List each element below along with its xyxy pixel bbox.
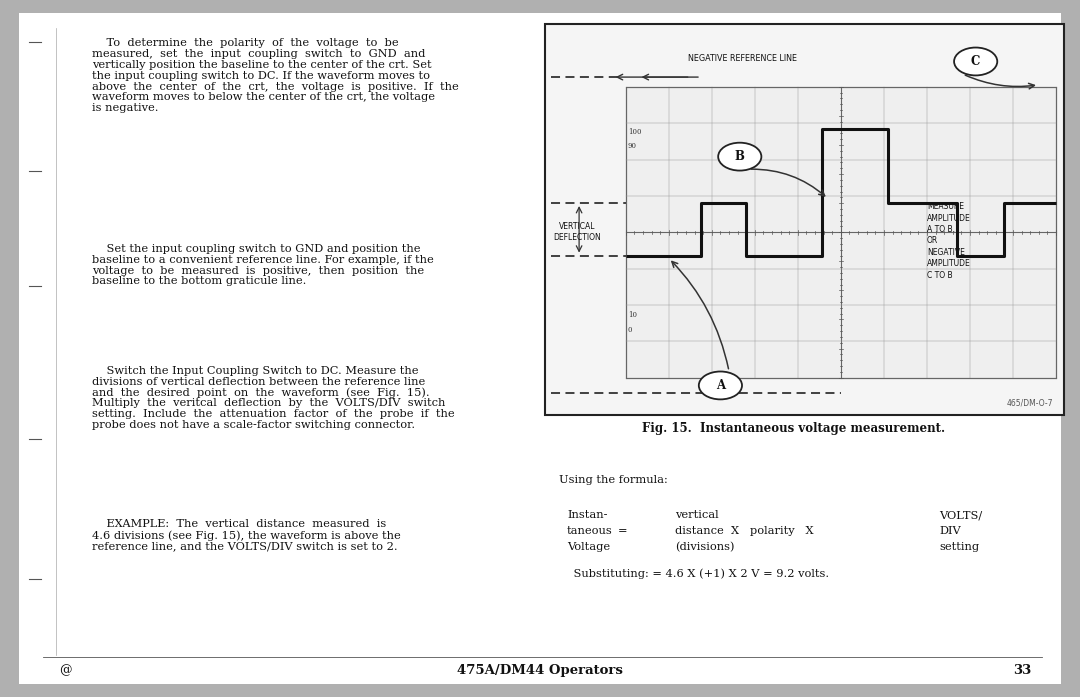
- Text: 0: 0: [627, 325, 633, 334]
- Text: baseline to the bottom graticule line.: baseline to the bottom graticule line.: [92, 276, 306, 286]
- Text: VERTICAL
DEFLECTION: VERTICAL DEFLECTION: [554, 222, 602, 243]
- Text: (divisions): (divisions): [675, 542, 734, 553]
- Text: 90: 90: [627, 142, 637, 151]
- Text: 465/DM-O-7: 465/DM-O-7: [1007, 399, 1053, 408]
- Bar: [545, 24, 1064, 415]
- Text: vertically position the baseline to the center of the crt. Set: vertically position the baseline to the …: [92, 60, 431, 70]
- Text: setting.  Include  the  attenuation  factor  of  the  probe  if  the: setting. Include the attenuation factor …: [92, 409, 455, 419]
- Text: baseline to a convenient reference line. For example, if the: baseline to a convenient reference line.…: [92, 254, 433, 265]
- Text: above  the  center  of  the  crt,  the  voltage  is  positive.  If  the: above the center of the crt, the voltage…: [92, 82, 459, 91]
- Text: 100: 100: [627, 128, 642, 136]
- Text: vertical: vertical: [675, 510, 718, 520]
- Text: Set the input coupling switch to GND and position the: Set the input coupling switch to GND and…: [92, 244, 420, 254]
- Text: A: A: [716, 379, 725, 392]
- Text: C: C: [971, 55, 981, 68]
- Text: To  determine  the  polarity  of  the  voltage  to  be: To determine the polarity of the voltage…: [92, 38, 399, 48]
- Text: Substituting: = 4.6 X (+1) X 2 V = 9.2 volts.: Substituting: = 4.6 X (+1) X 2 V = 9.2 v…: [559, 568, 829, 579]
- Text: and  the  desired  point  on  the  waveform  (see  Fig.  15).: and the desired point on the waveform (s…: [92, 388, 430, 398]
- Text: @: @: [59, 664, 72, 677]
- Bar: [625, 87, 1056, 378]
- Text: waveform moves to below the center of the crt, the voltage: waveform moves to below the center of th…: [92, 93, 435, 102]
- Text: measured,  set  the  input  coupling  switch  to  GND  and: measured, set the input coupling switch …: [92, 49, 426, 59]
- Text: distance  X   polarity   X: distance X polarity X: [675, 526, 813, 536]
- Text: reference line, and the VOLTS/DIV switch is set to 2.: reference line, and the VOLTS/DIV switch…: [92, 541, 397, 551]
- Text: Multiply  the  veritcal  deflection  by  the  VOLTS/DIV  switch: Multiply the veritcal deflection by the …: [92, 399, 445, 408]
- Text: the input coupling switch to DC. If the waveform moves to: the input coupling switch to DC. If the …: [92, 70, 430, 81]
- Text: Switch the Input Coupling Switch to DC. Measure the: Switch the Input Coupling Switch to DC. …: [92, 366, 418, 376]
- Text: 10: 10: [627, 311, 637, 319]
- Text: VOLTS/: VOLTS/: [940, 510, 983, 520]
- Text: DIV: DIV: [940, 526, 961, 536]
- Text: NEGATIVE REFERENCE LINE: NEGATIVE REFERENCE LINE: [688, 54, 797, 63]
- Circle shape: [718, 143, 761, 171]
- Text: setting: setting: [940, 542, 980, 552]
- Text: B: B: [734, 150, 745, 163]
- Text: taneous: taneous: [567, 526, 612, 536]
- Text: Instan-: Instan-: [567, 510, 607, 520]
- Text: Using the formula:: Using the formula:: [559, 475, 669, 485]
- Text: 475A/DM44 Operators: 475A/DM44 Operators: [457, 664, 623, 677]
- Text: EXAMPLE:  The  vertical  distance  measured  is: EXAMPLE: The vertical distance measured …: [92, 519, 386, 529]
- Text: Fig. 15.  Instantaneous voltage measurement.: Fig. 15. Instantaneous voltage measureme…: [643, 422, 945, 435]
- Text: divisions of vertical deflection between the reference line: divisions of vertical deflection between…: [92, 376, 426, 387]
- Text: voltage  to  be  measured  is  positive,  then  position  the: voltage to be measured is positive, then…: [92, 266, 424, 275]
- Circle shape: [954, 47, 997, 75]
- Text: probe does not have a scale-factor switching connector.: probe does not have a scale-factor switc…: [92, 420, 415, 430]
- Circle shape: [699, 372, 742, 399]
- Text: is negative.: is negative.: [92, 103, 159, 113]
- Text: =: =: [618, 526, 627, 536]
- Text: Voltage: Voltage: [567, 542, 610, 552]
- Text: MEASURE
AMPLITUDE
A TO B.
OR
NEGATIVE
AMPLITUDE
C TO B: MEASURE AMPLITUDE A TO B. OR NEGATIVE AM…: [927, 202, 971, 279]
- Text: 33: 33: [1013, 664, 1031, 677]
- Text: 4.6 divisions (see Fig. 15), the waveform is above the: 4.6 divisions (see Fig. 15), the wavefor…: [92, 530, 401, 541]
